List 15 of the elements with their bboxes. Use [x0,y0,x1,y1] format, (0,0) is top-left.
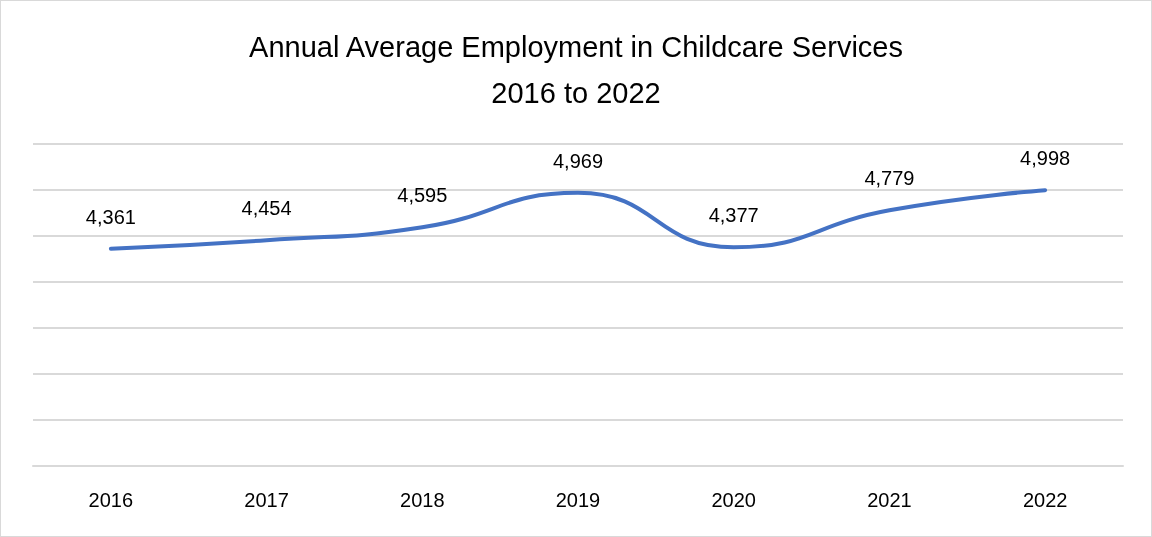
data-label: 4,969 [552,149,604,172]
x-tick-label: 2020 [711,489,756,511]
chart-title: Annual Average Employment in Childcare Services 2016 to 2022 [249,31,903,109]
data-label: 4,454 [241,197,292,220]
data-label: 4,595 [397,184,448,207]
x-tick-label: 2017 [244,489,289,511]
x-tick-label: 2016 [88,489,134,511]
data-label: 4,377 [708,204,759,227]
data-label: 4,361 [85,205,136,228]
x-tick-label: 2021 [867,489,912,511]
x-tick-label: 2019 [555,489,601,511]
x-tick-label: 2022 [1022,489,1068,511]
data-label: 4,998 [1020,147,1071,170]
data-label: 4,779 [864,167,915,190]
x-tick-label: 2018 [400,489,445,511]
